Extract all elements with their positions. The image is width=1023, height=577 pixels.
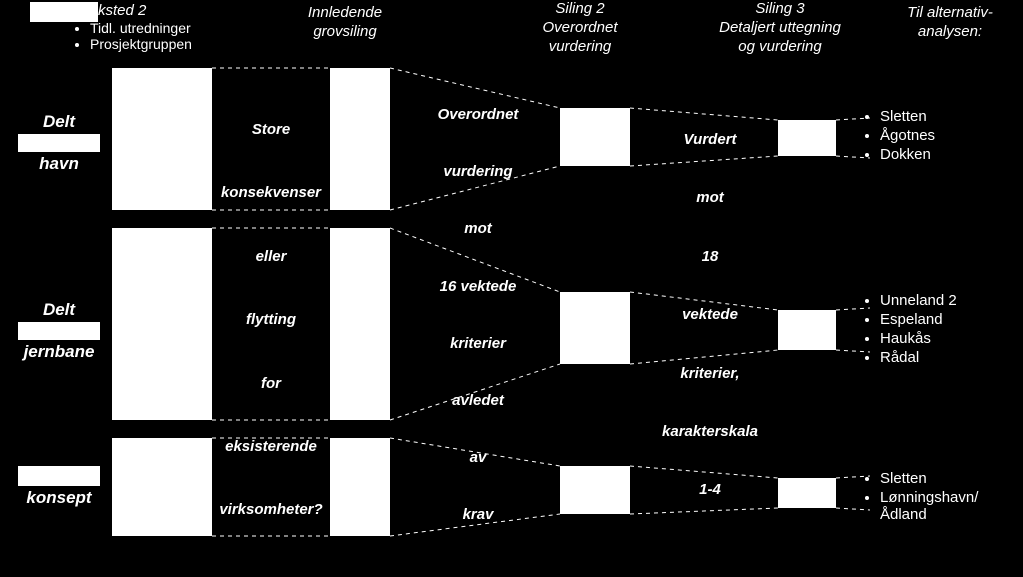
criteria-word: Vurdert: [650, 130, 770, 150]
result-item: Rådal: [880, 349, 1020, 366]
redact-block: [18, 134, 100, 152]
row-label-1: Delt havn: [18, 112, 100, 175]
redact-block: [18, 322, 100, 340]
redact-block: [18, 466, 100, 486]
criteria-word: kriterier: [408, 334, 548, 354]
stage2-box-row3: [330, 438, 390, 536]
column3-criteria-text: Overordnet vurdering mot 16 vektede krit…: [408, 105, 548, 525]
result-item: Sletten: [880, 108, 1020, 125]
criteria-word: mot: [408, 219, 548, 239]
stage3-box-row2: [560, 292, 630, 364]
stage1-box-row1: [112, 68, 212, 210]
stage1-box-row3: [112, 438, 212, 536]
criteria-word: 1-4: [650, 480, 770, 500]
criteria-word: avledet: [408, 391, 548, 411]
stage-header-0-suffix: ksted 2: [98, 2, 178, 21]
result-item: Ågotnes: [880, 127, 1020, 144]
input-bullets: Tidl. utredninger Prosjektgruppen: [72, 20, 232, 52]
criteria-word: kriterier,: [650, 364, 770, 384]
result-item: Haukås: [880, 330, 1020, 347]
stage3-box-row1: [560, 108, 630, 166]
stage3-box-row3: [560, 466, 630, 514]
criteria-word: karakterskala: [650, 422, 770, 442]
row-label-3: konsept: [18, 464, 100, 508]
stage1-box-row2: [112, 228, 212, 420]
criteria-word: Store: [212, 120, 330, 140]
criteria-word: 16 vektede: [408, 277, 548, 297]
result-item: Lønningshavn/ Ådland: [880, 489, 1020, 523]
stage4-box-row3: [778, 478, 836, 508]
criteria-word: Overordnet: [408, 105, 548, 125]
header-redact: [30, 2, 98, 22]
column2-criteria-text: Store konsekvenser eller flytting for ek…: [212, 120, 330, 520]
results-row1: Sletten Ågotnes Dokken: [860, 106, 1020, 165]
criteria-word: konsekvenser: [212, 183, 330, 203]
criteria-word: vurdering: [408, 162, 548, 182]
row-label-text: Delt: [43, 300, 75, 319]
results-row3: Sletten Lønningshavn/ Ådland: [860, 468, 1020, 525]
input-bullet: Prosjektgruppen: [90, 36, 232, 52]
stage4-box-row1: [778, 120, 836, 156]
column4-criteria-text: Vurdert mot 18 vektede kriterier, karakt…: [650, 130, 770, 500]
row-label-text: havn: [39, 154, 79, 173]
row-label-text: Delt: [43, 112, 75, 131]
criteria-word: for: [212, 374, 330, 394]
row-label-text: konsept: [26, 488, 91, 507]
result-item: Espeland: [880, 311, 1020, 328]
stage4-box-row2: [778, 310, 836, 350]
result-item: Unneland 2: [880, 292, 1020, 309]
row-label-2: Delt jernbane: [18, 300, 100, 363]
row-label-text: jernbane: [24, 342, 95, 361]
result-item: Dokken: [880, 146, 1020, 163]
results-row2: Unneland 2 Espeland Haukås Rådal: [860, 290, 1020, 368]
stage2-box-row1: [330, 68, 390, 210]
result-item: Sletten: [880, 470, 1020, 487]
criteria-word: virksomheter?: [212, 500, 330, 520]
criteria-word: av: [408, 448, 548, 468]
criteria-word: 18: [650, 247, 770, 267]
criteria-word: eller: [212, 247, 330, 267]
criteria-word: vektede: [650, 305, 770, 325]
input-bullet: Tidl. utredninger: [90, 20, 232, 36]
stage-header-3: Siling 3 Detaljert uttegning og vurderin…: [680, 0, 880, 56]
stage2-box-row2: [330, 228, 390, 420]
stage-header-4: Til alternativ- analysen:: [880, 4, 1020, 42]
stage-header-1: Innledende grovsiling: [270, 4, 420, 42]
stage-header-2: Siling 2 Overordnet vurdering: [495, 0, 665, 56]
criteria-word: flytting: [212, 310, 330, 330]
criteria-word: eksisterende: [212, 437, 330, 457]
criteria-word: mot: [650, 188, 770, 208]
criteria-word: krav: [408, 505, 548, 525]
